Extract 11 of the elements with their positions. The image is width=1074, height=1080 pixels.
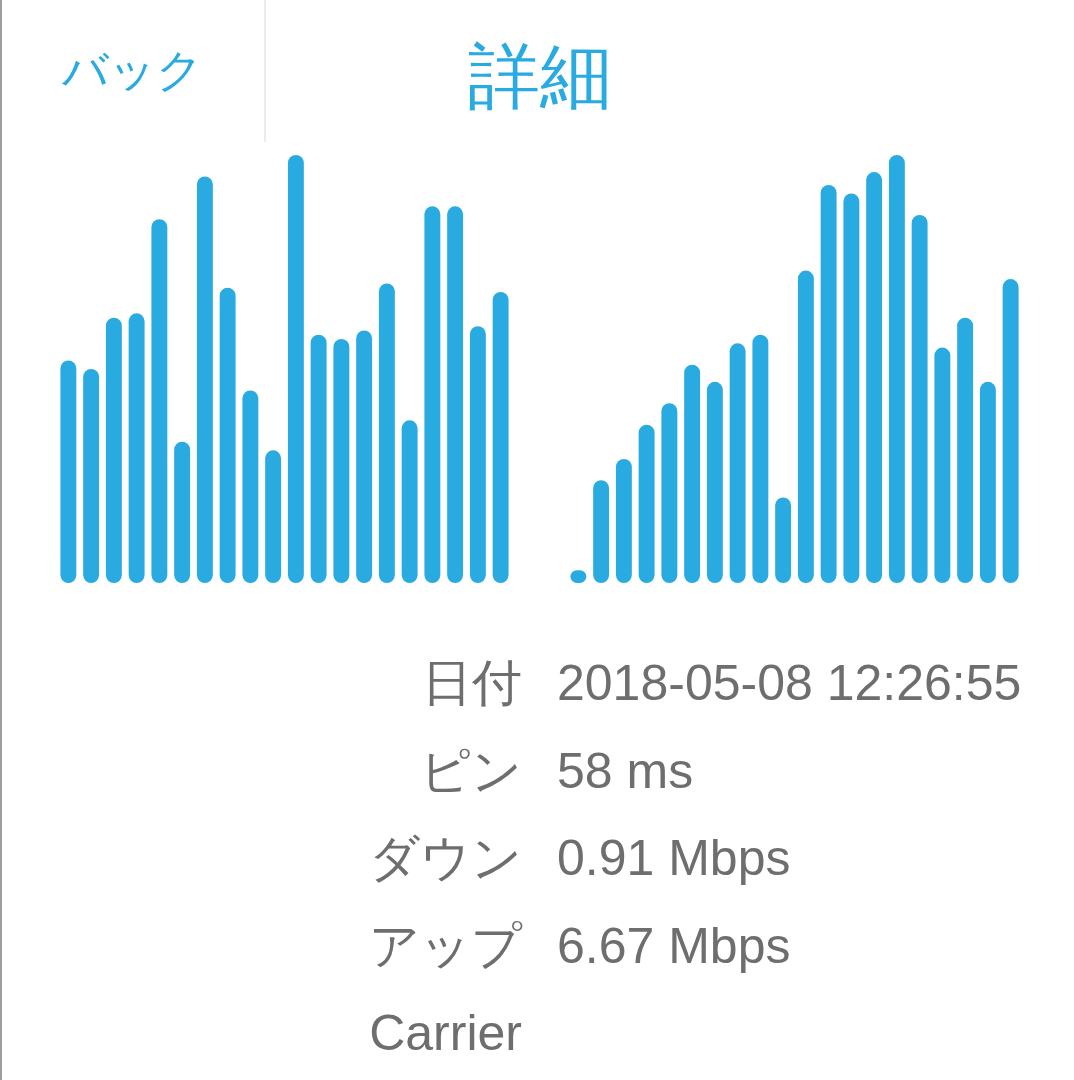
- label: Carrier: [369, 1005, 522, 1061]
- label: ピン: [420, 742, 522, 799]
- value: 0.91 Mbps: [557, 830, 791, 886]
- label: 日付: [422, 655, 522, 711]
- annotation: バック: [62, 44, 203, 96]
- label: アップ: [369, 917, 522, 974]
- value: 6.67 Mbps: [557, 917, 791, 974]
- title: 詳細: [468, 36, 612, 116]
- value: 58 ms: [557, 742, 694, 799]
- value: 2018-05-08 12:26:55: [557, 655, 1022, 711]
- label: ダウン: [369, 830, 522, 886]
